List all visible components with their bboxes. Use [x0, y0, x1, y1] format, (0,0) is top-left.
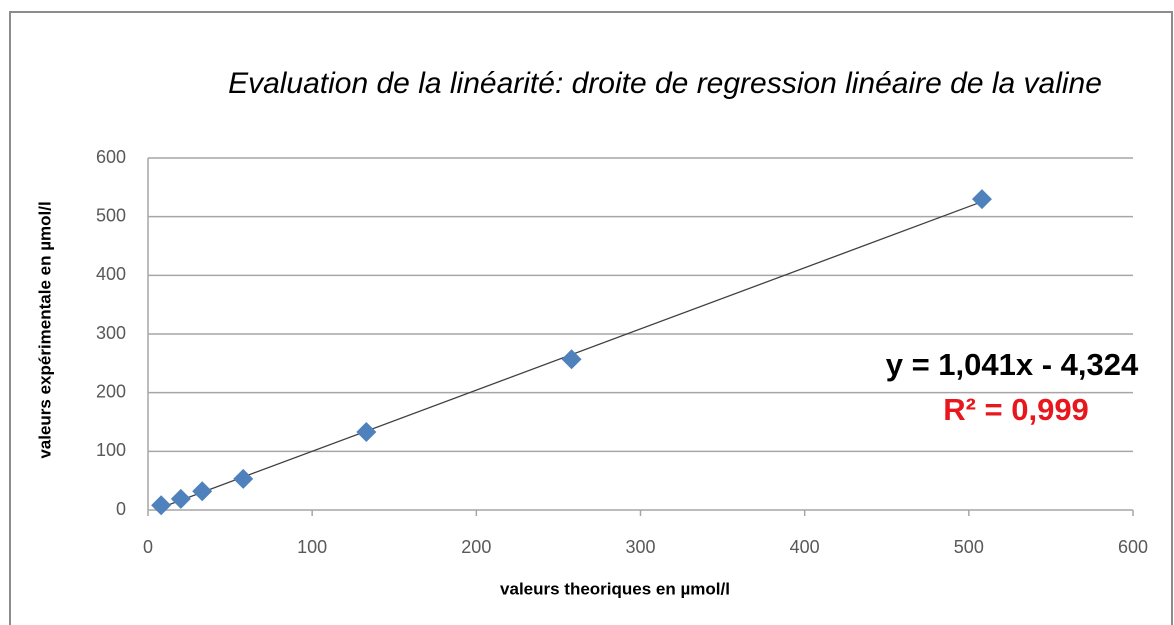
x-tick-label: 500 [954, 537, 984, 557]
y-axis-label: valeurs expérimentale en µmol/l [35, 201, 54, 458]
data-point [151, 495, 172, 516]
x-tick-label: 200 [461, 537, 491, 557]
data-point [192, 481, 213, 502]
chart-frame [9, 11, 1173, 625]
data-point [170, 488, 191, 509]
x-tick-label: 400 [790, 537, 820, 557]
y-tick-label: 100 [96, 440, 126, 460]
y-tick-label: 200 [96, 381, 126, 401]
y-tick-label: 500 [96, 205, 126, 225]
data-point [356, 421, 377, 442]
x-tick-label: 300 [625, 537, 655, 557]
chart-title: Evaluation de la linéarité: droite de re… [228, 67, 1102, 100]
r2-annotation: R² = 0,999 [943, 392, 1089, 427]
x-tick-label: 0 [143, 537, 153, 557]
y-tick-label: 300 [96, 323, 126, 343]
x-tick-label: 600 [1118, 537, 1148, 557]
equation-annotation: y = 1,041x - 4,324 [886, 347, 1139, 382]
y-tick-label: 0 [116, 499, 126, 519]
data-point [233, 468, 254, 489]
data-point [971, 189, 992, 210]
y-tick-label: 400 [96, 264, 126, 284]
y-tick-label: 600 [96, 147, 126, 167]
x-axis-label: valeurs theoriques en µmol/l [500, 579, 730, 598]
x-tick-label: 100 [297, 537, 327, 557]
data-point [561, 349, 582, 370]
